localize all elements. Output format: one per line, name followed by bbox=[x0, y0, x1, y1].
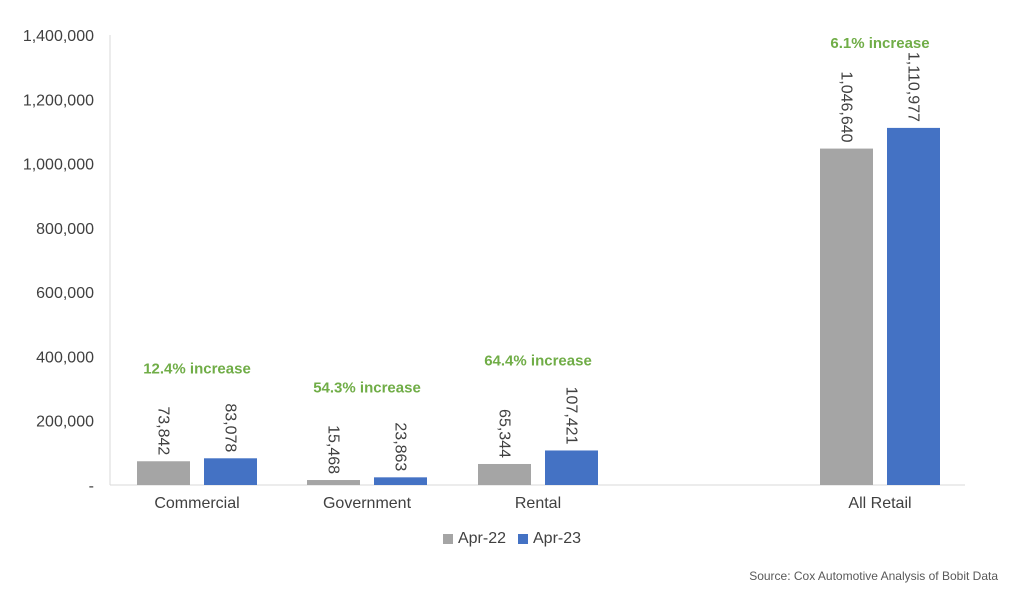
legend: Apr-22 Apr-23 bbox=[0, 528, 1024, 550]
legend-swatch-apr-22 bbox=[442, 534, 453, 544]
y-tick-label: 400,000 bbox=[36, 349, 94, 366]
y-tick-label: 800,000 bbox=[36, 221, 94, 238]
increase-annotation: 6.1% increase bbox=[830, 35, 929, 52]
bar-chart: - 200,000 400,000 600,000 800,000 1,000,000 1,… bbox=[23, 28, 965, 512]
x-category-label: All Retail bbox=[848, 495, 911, 512]
bar-data-label: 83,078 bbox=[222, 403, 239, 452]
y-tick-label: 1,400,000 bbox=[23, 28, 94, 45]
bar-data-label: 15,468 bbox=[325, 425, 342, 474]
bar-apr-22-government bbox=[307, 480, 360, 485]
bar-data-label: 65,344 bbox=[496, 409, 513, 458]
bar-apr-23-government bbox=[374, 477, 427, 485]
bar-data-label: 107,421 bbox=[563, 387, 580, 445]
source-note: Source: Cox Automotive Analysis of Bobit… bbox=[749, 569, 998, 583]
legend-label-apr-22: Apr-22 bbox=[457, 530, 506, 547]
bar-apr-22-all-retail bbox=[820, 148, 873, 485]
x-category-label: Commercial bbox=[154, 495, 239, 512]
legend-swatch-apr-23 bbox=[518, 534, 528, 544]
increase-annotation: 54.3% increase bbox=[313, 379, 421, 396]
y-tick-label: - bbox=[89, 478, 94, 495]
bar-apr-22-rental bbox=[478, 463, 531, 485]
bar-data-label: 73,842 bbox=[155, 406, 172, 455]
bar-apr-23-commercial bbox=[204, 458, 257, 485]
bar-data-label: 1,046,640 bbox=[838, 71, 855, 142]
legend-item-apr-22: Apr-22 bbox=[442, 530, 506, 548]
y-tick-label: 600,000 bbox=[36, 285, 94, 302]
y-tick-label: 1,000,000 bbox=[23, 157, 94, 174]
x-category-label: Government bbox=[323, 495, 412, 512]
x-category-label: Rental bbox=[515, 495, 561, 512]
bar-data-label: 23,863 bbox=[392, 422, 409, 471]
bar-data-label: 1,110,977 bbox=[905, 52, 922, 122]
increase-annotation: 12.4% increase bbox=[143, 360, 251, 377]
legend-label-apr-23: Apr-23 bbox=[533, 530, 582, 547]
y-tick-label: 200,000 bbox=[36, 414, 94, 431]
bar-apr-23-rental bbox=[545, 450, 598, 485]
legend-item-apr-23: Apr-23 bbox=[518, 530, 581, 548]
increase-annotation: 64.4% increase bbox=[484, 352, 592, 369]
y-tick-label: 1,200,000 bbox=[23, 92, 94, 109]
bar-apr-22-commercial bbox=[137, 461, 190, 485]
bar-apr-23-all-retail bbox=[887, 127, 940, 485]
